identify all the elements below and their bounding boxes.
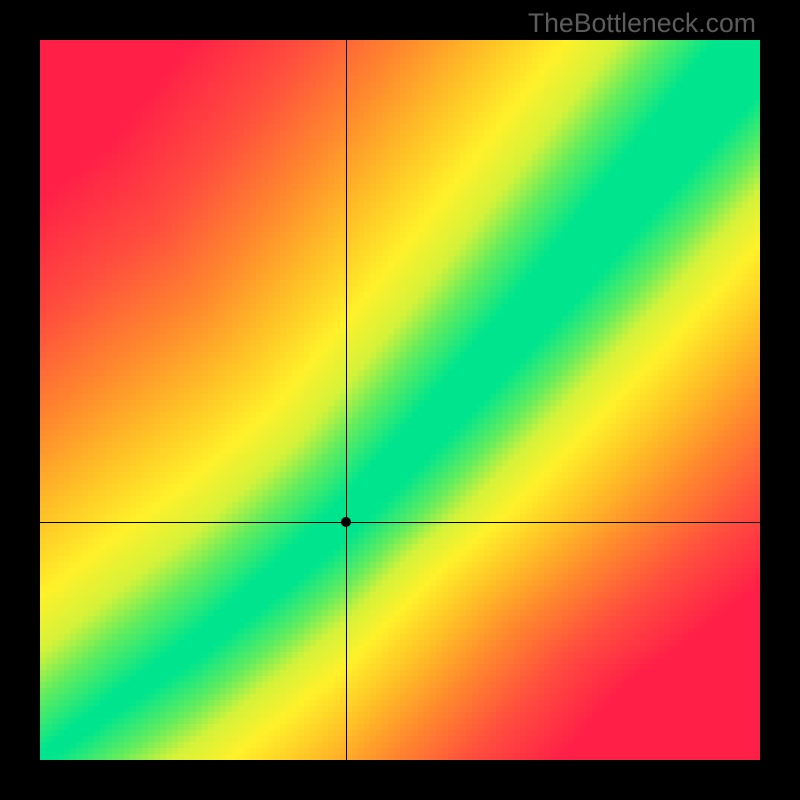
chart-container: TheBottleneck.com bbox=[0, 0, 800, 800]
watermark-text: TheBottleneck.com bbox=[528, 8, 756, 39]
bottleneck-heatmap bbox=[40, 40, 760, 760]
selection-marker bbox=[341, 517, 351, 527]
crosshair-vertical bbox=[346, 40, 347, 760]
crosshair-horizontal bbox=[40, 522, 760, 523]
